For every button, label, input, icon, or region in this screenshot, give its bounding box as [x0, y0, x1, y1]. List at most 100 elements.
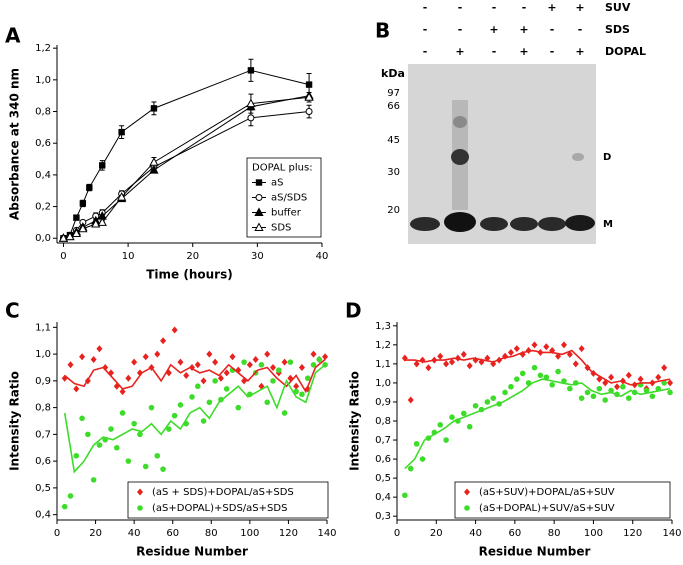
- mw-marker: 30: [387, 167, 400, 178]
- y-tick-label: 0,0: [35, 233, 51, 244]
- lane-sign: +: [519, 45, 528, 58]
- marker: [206, 399, 213, 406]
- marker: [131, 358, 138, 366]
- marker: [154, 452, 161, 459]
- marker: [287, 359, 294, 365]
- marker: [189, 394, 195, 400]
- y-tick-label: 0,7: [35, 429, 51, 440]
- x-tick-label: 40: [469, 528, 482, 539]
- marker: [223, 386, 230, 392]
- marker: [96, 345, 103, 353]
- legend-label: (aS+SUV)+DOPAL/aS+SUV: [479, 487, 615, 498]
- x-tick-label: 120: [623, 528, 642, 539]
- marker: [584, 389, 591, 396]
- legend-label: aS/SDS: [271, 193, 307, 204]
- y-tick-label: 1,1: [375, 359, 391, 370]
- x-tick-label: 20: [89, 528, 102, 539]
- marker: [281, 358, 288, 366]
- marker: [200, 377, 207, 385]
- legend-box: [454, 481, 671, 519]
- marker: [443, 360, 450, 368]
- marker: [86, 184, 93, 191]
- marker: [61, 503, 68, 510]
- mw-marker: 45: [387, 135, 400, 146]
- x-tick-label: 20: [430, 528, 443, 539]
- marker: [655, 373, 662, 381]
- marker: [119, 388, 126, 396]
- legend-label: (aS+DOPAL)+SDS/aS+SDS: [152, 503, 287, 514]
- marker: [464, 505, 470, 511]
- marker: [460, 350, 467, 358]
- marker: [519, 370, 526, 377]
- lane-sign: -: [492, 45, 497, 58]
- marker: [567, 385, 573, 392]
- y-tick-label: 0,8: [35, 403, 51, 414]
- y-tick-label: 0,5: [375, 473, 391, 484]
- panel-label: C: [5, 299, 20, 323]
- marker: [223, 369, 230, 377]
- gel-background: [408, 64, 596, 244]
- marker: [99, 162, 106, 169]
- marker: [322, 353, 329, 361]
- marker: [252, 355, 259, 363]
- marker: [507, 348, 514, 356]
- marker: [131, 420, 137, 427]
- marker: [264, 399, 271, 406]
- panel-label: D: [345, 299, 362, 323]
- marker: [484, 399, 491, 405]
- y-tick-label: 1,0: [35, 349, 51, 360]
- legend-title: DOPAL plus:: [252, 163, 313, 174]
- marker: [241, 359, 247, 365]
- x-tick-label: 80: [205, 528, 218, 539]
- legend-label: SDS: [271, 223, 291, 234]
- series-line: [64, 358, 326, 394]
- marker: [304, 375, 311, 381]
- x-axis-title: Residue Number: [479, 545, 591, 559]
- marker: [166, 426, 172, 432]
- lane-sign: +: [519, 23, 528, 36]
- marker: [466, 423, 473, 430]
- marker: [85, 431, 91, 438]
- marker: [625, 395, 632, 401]
- marker: [608, 373, 615, 381]
- marker: [148, 404, 155, 411]
- marker: [160, 337, 167, 345]
- marker: [293, 382, 300, 390]
- lane-sign: -: [458, 23, 463, 36]
- y-tick-label: 1,0: [35, 75, 51, 86]
- marker: [258, 362, 265, 368]
- lane-sign: -: [423, 23, 428, 36]
- y-tick-label: 0,9: [375, 397, 391, 408]
- y-tick-label: 1,3: [375, 321, 391, 332]
- marker: [649, 393, 656, 400]
- marker: [73, 214, 80, 221]
- marker: [113, 444, 120, 451]
- marker: [212, 358, 219, 366]
- marker: [247, 67, 255, 74]
- x-tick-label: 40: [316, 251, 329, 262]
- marker: [310, 362, 317, 368]
- x-tick-label: 0: [394, 528, 400, 539]
- marker: [508, 383, 514, 390]
- marker: [555, 368, 561, 375]
- y-tick-label: 1,2: [35, 43, 51, 54]
- marker: [65, 231, 75, 241]
- x-tick-label: 100: [240, 528, 259, 539]
- band: [410, 217, 440, 231]
- y-tick-label: 0,4: [35, 510, 51, 521]
- marker: [108, 426, 114, 432]
- x-tick-label: 20: [186, 251, 199, 262]
- marker-unit: kDa: [381, 67, 405, 80]
- legend-label: (aS+DOPAL)+SUV/aS+SUV: [479, 503, 615, 514]
- marker: [419, 456, 426, 462]
- marker: [602, 397, 609, 403]
- legend-box: [127, 481, 329, 519]
- band: [451, 149, 469, 165]
- x-tick-label: 60: [166, 528, 179, 539]
- marker: [298, 363, 305, 371]
- marker: [91, 218, 101, 228]
- marker: [235, 404, 242, 411]
- band: [480, 217, 508, 231]
- row-label: SDS: [605, 23, 630, 36]
- y-tick-label: 0,6: [375, 454, 391, 465]
